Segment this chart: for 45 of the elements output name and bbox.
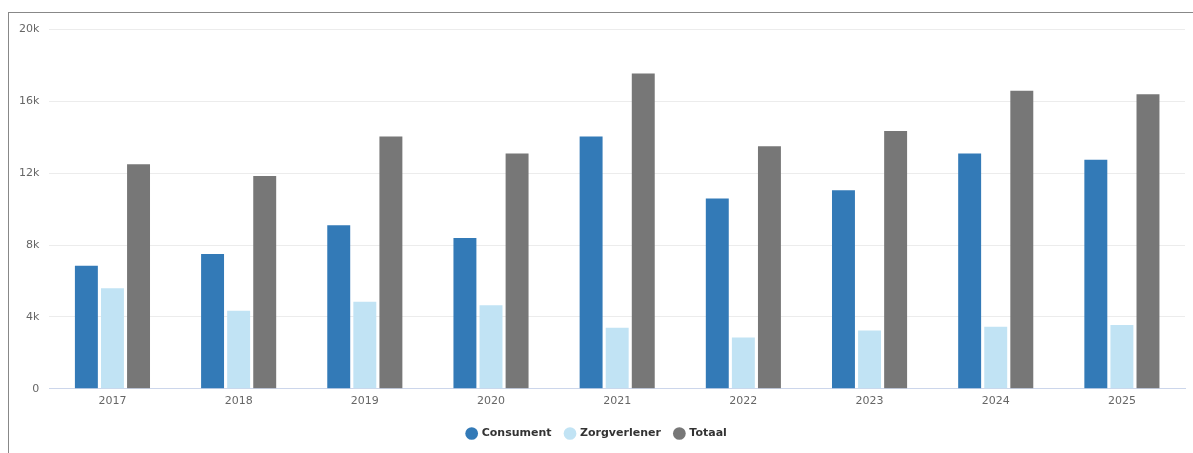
bar xyxy=(731,337,755,389)
bar xyxy=(74,265,98,389)
x-tick-label: 2020 xyxy=(477,394,505,408)
x-tick-label: 2023 xyxy=(855,394,884,408)
bar xyxy=(1136,94,1160,389)
x-tick-label: 2017 xyxy=(98,394,127,408)
bar xyxy=(479,305,503,389)
bar xyxy=(1084,159,1108,389)
bar xyxy=(579,136,603,389)
bar xyxy=(327,225,351,389)
bar xyxy=(227,310,251,389)
legend-label: Totaal xyxy=(689,426,727,440)
bar xyxy=(631,73,655,389)
legend-label: Zorgverlener xyxy=(580,426,662,440)
bar xyxy=(705,198,729,389)
bar xyxy=(884,131,908,389)
bar xyxy=(100,288,124,389)
bar xyxy=(858,330,882,389)
x-tick-label: 2025 xyxy=(1107,394,1136,408)
bar xyxy=(605,327,629,389)
bar xyxy=(379,136,403,389)
y-tick-label: 4k xyxy=(25,309,40,323)
y-tick-label: 16k xyxy=(18,94,40,108)
bar xyxy=(832,190,855,389)
y-tick-label: 8k xyxy=(25,237,40,251)
bar xyxy=(757,146,781,389)
x-tick-label: 2024 xyxy=(981,394,1010,408)
x-tick-label: 2018 xyxy=(224,394,253,408)
bar xyxy=(984,326,1008,389)
bar xyxy=(127,164,151,389)
y-tick-label: 0 xyxy=(32,381,40,395)
y-tick-label: 20k xyxy=(18,22,40,36)
y-tick-label: 12k xyxy=(18,166,40,180)
bar xyxy=(958,153,982,389)
bar xyxy=(201,254,225,389)
bar xyxy=(253,175,277,389)
bar xyxy=(1010,90,1034,389)
bar xyxy=(453,237,477,389)
bar xyxy=(505,153,529,389)
x-tick-label: 2019 xyxy=(350,394,379,408)
bar xyxy=(353,301,377,389)
bar xyxy=(1110,325,1134,389)
x-tick-label: 2021 xyxy=(603,394,632,408)
x-tick-label: 2022 xyxy=(729,394,758,408)
legend-label: Consument xyxy=(481,426,552,440)
